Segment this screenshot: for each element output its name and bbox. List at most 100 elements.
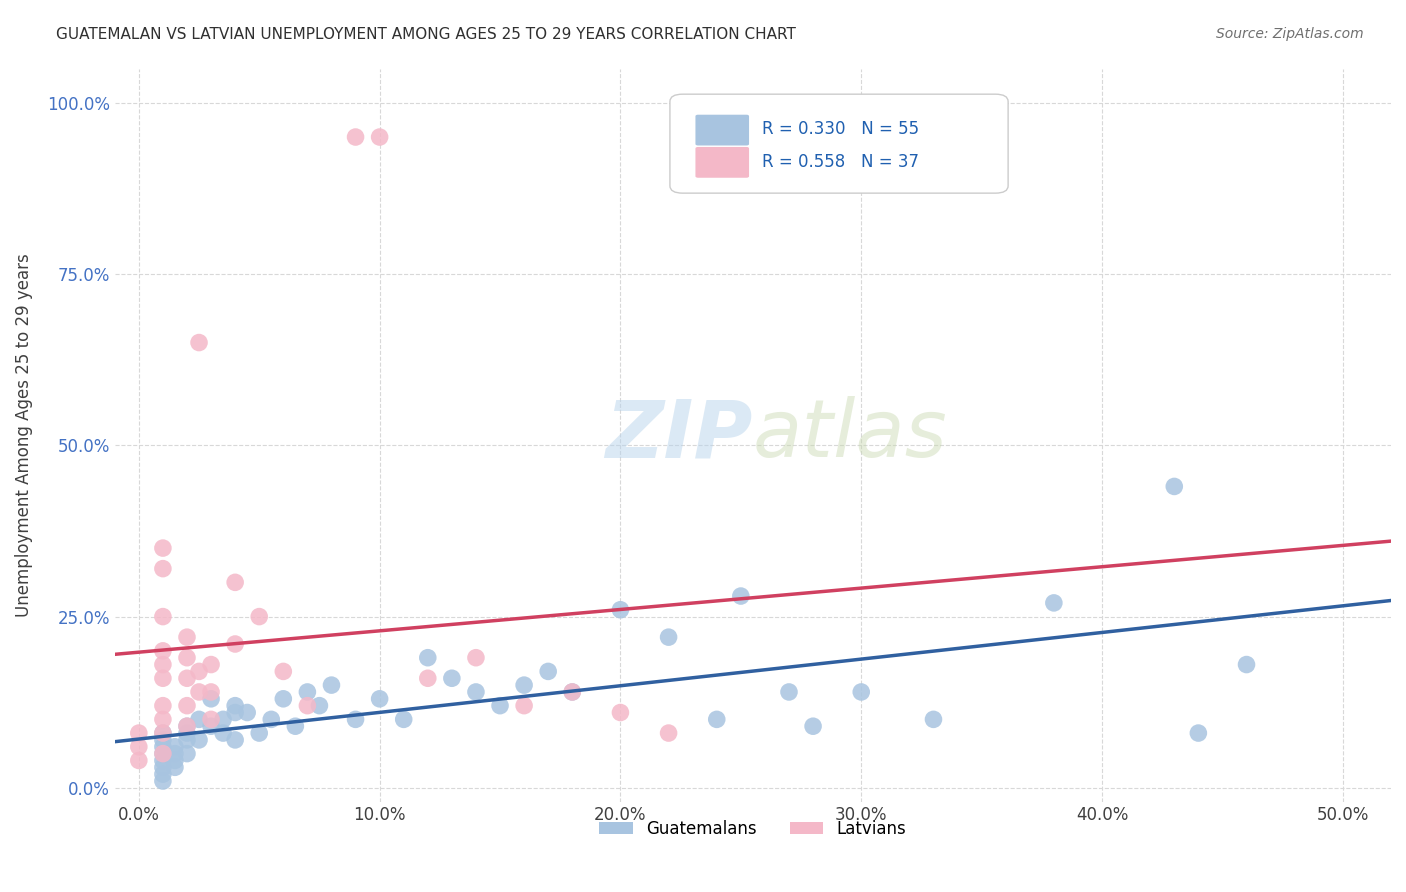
Point <box>152 657 174 672</box>
Point <box>609 706 631 720</box>
Point <box>392 712 415 726</box>
Point <box>297 685 319 699</box>
Point <box>609 603 631 617</box>
Point <box>1187 726 1209 740</box>
Point <box>658 726 681 740</box>
Point <box>224 706 246 720</box>
Point <box>163 739 186 754</box>
Point <box>247 609 270 624</box>
Point <box>176 747 198 761</box>
Point <box>152 754 174 768</box>
Point <box>284 719 307 733</box>
Point <box>801 719 824 733</box>
Point <box>176 719 198 733</box>
Point <box>200 691 222 706</box>
Point <box>465 650 488 665</box>
FancyBboxPatch shape <box>669 95 1008 194</box>
Text: Source: ZipAtlas.com: Source: ZipAtlas.com <box>1216 27 1364 41</box>
Point <box>273 665 295 679</box>
Point <box>344 712 367 726</box>
Point <box>1236 657 1258 672</box>
Point <box>561 685 583 699</box>
Point <box>163 760 186 774</box>
Point <box>851 685 873 699</box>
Point <box>344 130 367 145</box>
Point <box>176 719 198 733</box>
Point <box>537 665 560 679</box>
Point <box>152 747 174 761</box>
Text: atlas: atlas <box>752 396 948 474</box>
Point <box>273 691 295 706</box>
Text: R = 0.558   N = 37: R = 0.558 N = 37 <box>762 153 918 170</box>
Point <box>513 698 536 713</box>
Point <box>152 733 174 747</box>
Point <box>152 561 174 575</box>
Point <box>440 671 463 685</box>
Point <box>730 589 752 603</box>
Point <box>321 678 343 692</box>
Point <box>128 726 150 740</box>
Point <box>176 726 198 740</box>
Text: ZIP: ZIP <box>606 396 752 474</box>
Point <box>561 685 583 699</box>
Point <box>1043 596 1066 610</box>
Point <box>224 575 246 590</box>
Point <box>152 644 174 658</box>
Point <box>152 726 174 740</box>
Point <box>176 630 198 644</box>
Point <box>416 671 439 685</box>
Point <box>128 754 150 768</box>
Point <box>922 712 945 726</box>
Y-axis label: Unemployment Among Ages 25 to 29 years: Unemployment Among Ages 25 to 29 years <box>15 253 32 617</box>
Point <box>152 774 174 789</box>
Point <box>152 671 174 685</box>
Point <box>152 698 174 713</box>
Point <box>188 712 211 726</box>
Point <box>152 609 174 624</box>
Point <box>297 698 319 713</box>
Point <box>416 650 439 665</box>
Point <box>513 678 536 692</box>
Text: R = 0.330   N = 55: R = 0.330 N = 55 <box>762 120 920 138</box>
Point <box>152 739 174 754</box>
Point <box>224 698 246 713</box>
Point <box>465 685 488 699</box>
Point <box>247 726 270 740</box>
Point <box>200 685 222 699</box>
Point <box>200 712 222 726</box>
Point <box>489 698 512 713</box>
Point <box>176 733 198 747</box>
Point <box>128 739 150 754</box>
Point <box>188 733 211 747</box>
Point <box>152 541 174 555</box>
Text: GUATEMALAN VS LATVIAN UNEMPLOYMENT AMONG AGES 25 TO 29 YEARS CORRELATION CHART: GUATEMALAN VS LATVIAN UNEMPLOYMENT AMONG… <box>56 27 796 42</box>
Point <box>188 335 211 350</box>
Point <box>176 650 198 665</box>
Point <box>658 630 681 644</box>
Point <box>152 712 174 726</box>
Point <box>706 712 728 726</box>
Point <box>152 747 174 761</box>
Point <box>163 747 186 761</box>
Point <box>368 130 391 145</box>
Point <box>152 760 174 774</box>
Point <box>1163 479 1185 493</box>
FancyBboxPatch shape <box>696 115 749 145</box>
Point <box>188 665 211 679</box>
Point <box>188 685 211 699</box>
Point <box>152 767 174 781</box>
Point <box>224 733 246 747</box>
Point <box>308 698 330 713</box>
Point <box>152 726 174 740</box>
Point <box>212 726 235 740</box>
Point <box>212 712 235 726</box>
Point <box>224 637 246 651</box>
Point <box>200 657 222 672</box>
Point <box>236 706 259 720</box>
Legend: Guatemalans, Latvians: Guatemalans, Latvians <box>593 814 912 845</box>
FancyBboxPatch shape <box>696 147 749 178</box>
Point <box>368 691 391 706</box>
Point <box>778 685 800 699</box>
Point <box>176 671 198 685</box>
Point <box>176 698 198 713</box>
